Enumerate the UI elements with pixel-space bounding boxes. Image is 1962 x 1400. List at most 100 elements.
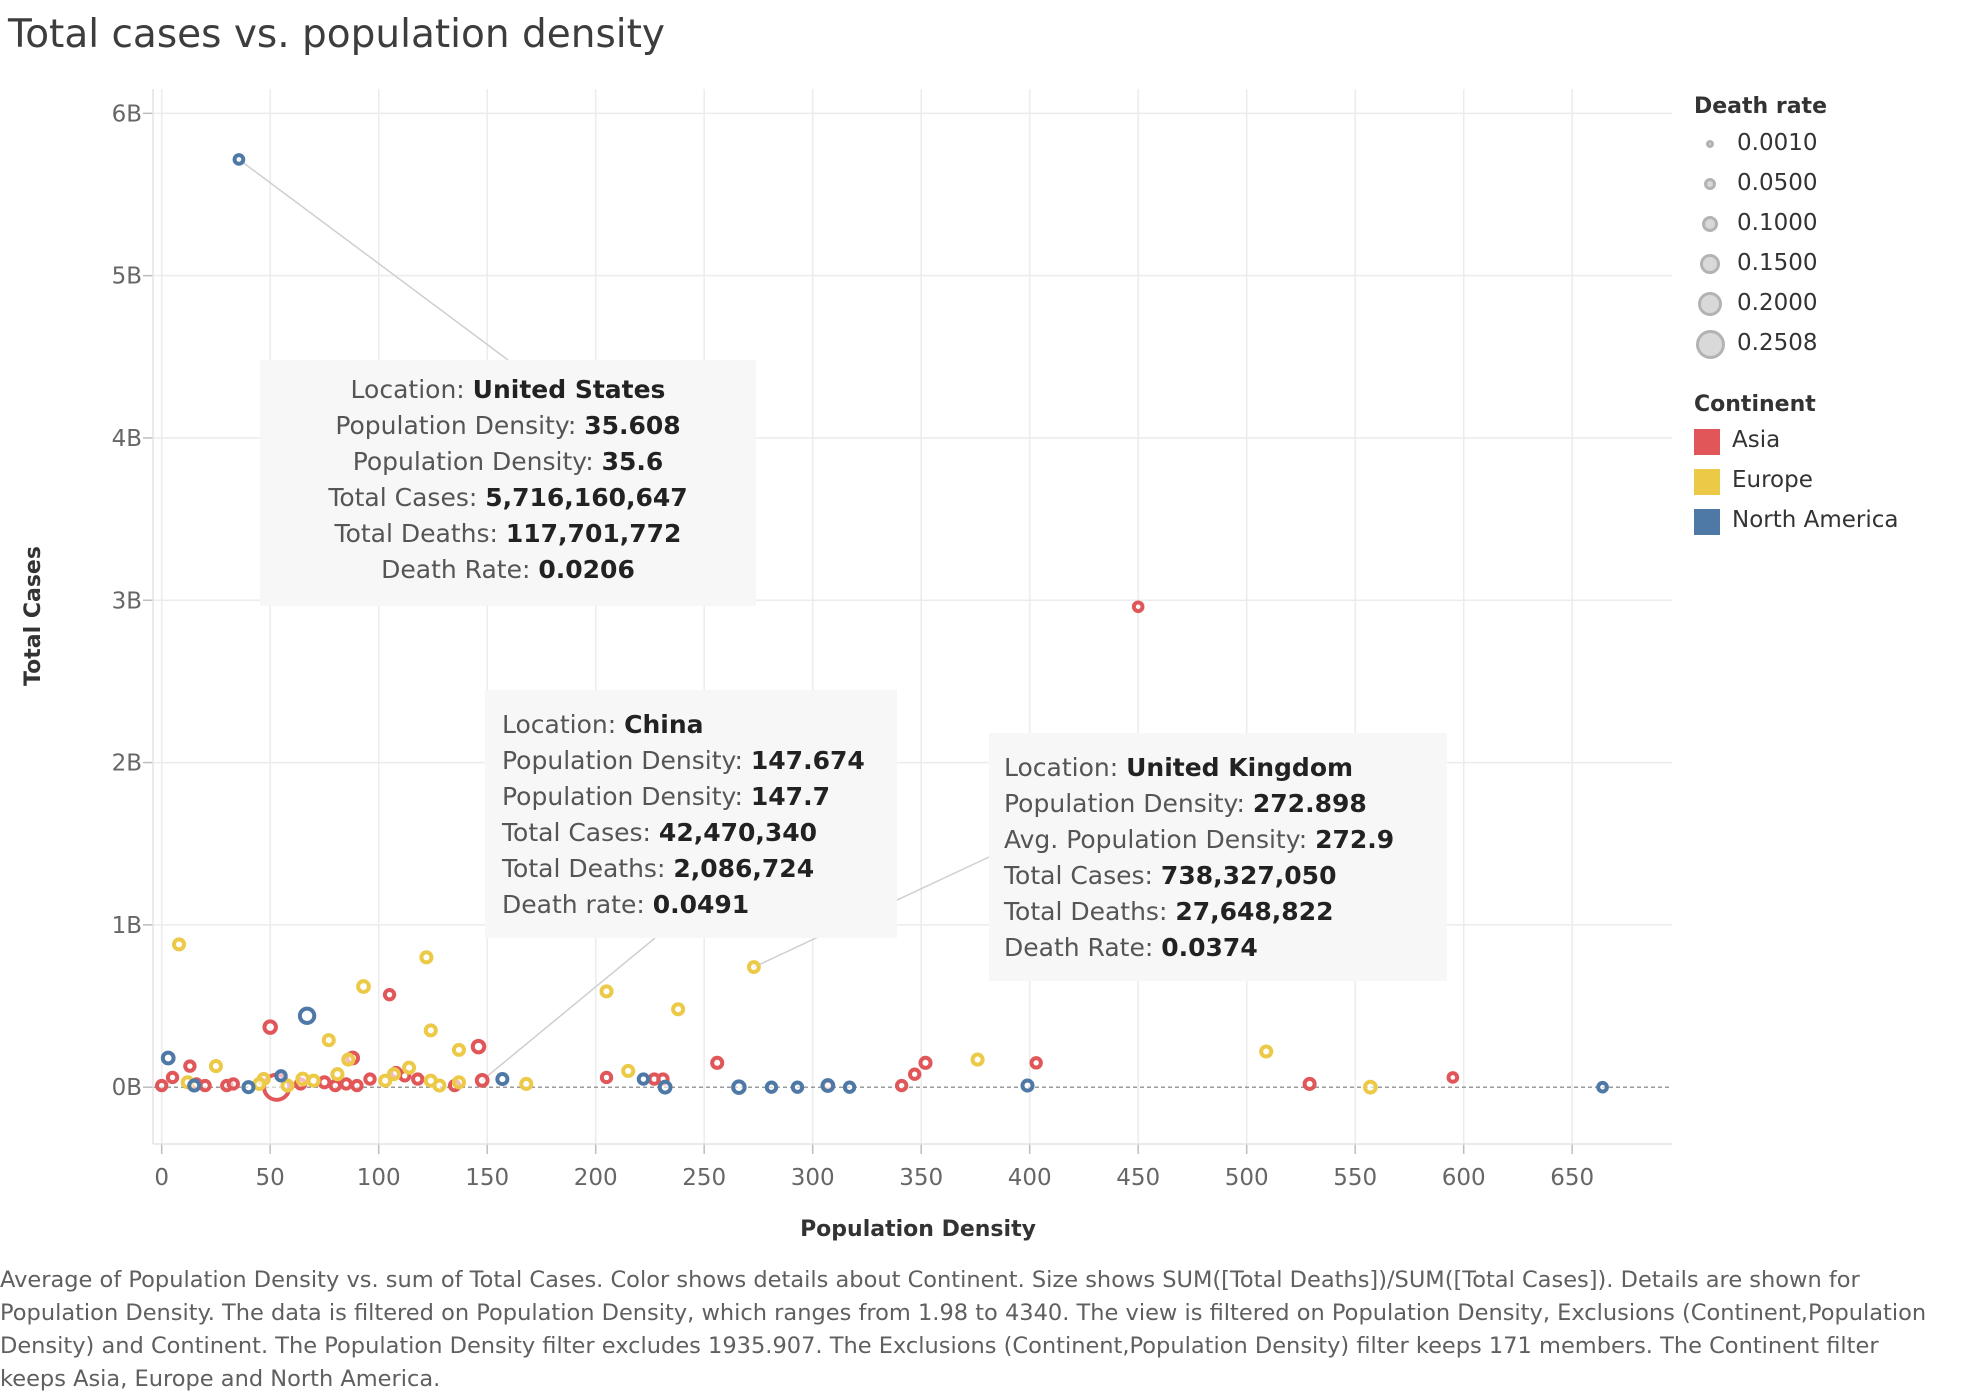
data-point-europe[interactable]	[378, 1073, 393, 1088]
data-point-north-america[interactable]	[790, 1080, 805, 1094]
data-point-asia[interactable]	[1446, 1071, 1460, 1084]
data-point-europe[interactable]	[280, 1078, 295, 1093]
data-point-north-america[interactable]	[241, 1080, 256, 1095]
data-point-europe[interactable]	[1362, 1079, 1378, 1095]
x-tick-label: 350	[899, 1165, 943, 1191]
data-point-europe[interactable]	[746, 960, 761, 975]
tooltip-row: Location: China	[502, 707, 897, 743]
data-point-europe[interactable]	[419, 950, 434, 965]
x-tick-label: 600	[1442, 1165, 1486, 1191]
data-point-europe[interactable]	[451, 1075, 467, 1090]
tooltip-field-label: Death rate:	[502, 890, 653, 919]
data-point-asia[interactable]	[710, 1055, 725, 1070]
x-tick-label: 300	[791, 1165, 835, 1191]
data-point-north-america[interactable]	[657, 1079, 673, 1095]
data-point-asia[interactable]	[918, 1055, 933, 1070]
data-point-north-america[interactable]	[274, 1069, 288, 1083]
data-point-north-america[interactable]	[1020, 1078, 1035, 1093]
data-point-europe[interactable]	[341, 1052, 356, 1067]
data-point-north-america[interactable]	[1596, 1080, 1609, 1094]
data-point-europe[interactable]	[321, 1033, 336, 1048]
data-point-europe[interactable]	[356, 979, 371, 994]
tooltip-row: Total Deaths: 117,701,772	[260, 516, 756, 552]
tooltip-field-label: Population Density:	[335, 411, 585, 440]
data-point-asia[interactable]	[226, 1077, 240, 1091]
chart-caption: Average of Population Density vs. sum of…	[0, 1267, 1927, 1392]
tooltip-field-value: United Kingdom	[1126, 753, 1354, 782]
data-point-north-america[interactable]	[495, 1072, 510, 1087]
data-point-asia[interactable]	[1131, 600, 1145, 614]
tooltip-china: Location: China Population Density: 147.6…	[485, 690, 897, 938]
data-point-asia[interactable]	[165, 1070, 180, 1085]
data-point-europe[interactable]	[599, 984, 614, 999]
size-legend-title: Death rate	[1694, 94, 1827, 119]
data-point-north-america[interactable]	[842, 1080, 857, 1094]
data-point-asia[interactable]	[1302, 1076, 1317, 1091]
data-point-asia[interactable]	[470, 1038, 487, 1055]
data-point-europe[interactable]	[386, 1067, 401, 1082]
data-point-europe[interactable]	[306, 1073, 321, 1088]
data-point-asia[interactable]	[317, 1075, 332, 1090]
data-point-asia[interactable]	[198, 1078, 212, 1093]
data-point-north-america[interactable]	[297, 1006, 317, 1025]
data-point-europe[interactable]	[970, 1052, 985, 1067]
tooltip-field-value: 35.608	[584, 411, 681, 440]
data-point-asia[interactable]	[894, 1078, 909, 1093]
size-legend-label: 0.0010	[1737, 130, 1818, 156]
data-point-asia[interactable]	[328, 1078, 342, 1093]
size-legend-label: 0.1500	[1737, 250, 1818, 276]
size-legend-label: 0.0500	[1737, 170, 1818, 196]
color-legend-swatch	[1694, 429, 1720, 455]
tooltip-row: Avg. Population Density: 272.9	[1004, 822, 1447, 858]
data-point-asia[interactable]	[474, 1073, 490, 1088]
y-tick-label: 6B	[112, 101, 142, 127]
data-point-north-america[interactable]	[232, 153, 246, 166]
data-point-europe[interactable]	[621, 1063, 636, 1079]
data-point-north-america[interactable]	[764, 1080, 779, 1094]
tooltip-field-label: Population Density:	[502, 782, 751, 811]
data-point-europe[interactable]	[451, 1042, 467, 1057]
data-point-europe[interactable]	[432, 1078, 447, 1093]
tooltip-row: Total Cases: 5,716,160,647	[260, 480, 756, 516]
size-legend-label: 0.2000	[1737, 290, 1818, 316]
data-point-asia[interactable]	[183, 1059, 197, 1073]
data-point-asia[interactable]	[363, 1072, 377, 1086]
data-point-asia[interactable]	[411, 1072, 425, 1086]
data-point-europe[interactable]	[519, 1076, 534, 1091]
data-point-asia[interactable]	[907, 1067, 922, 1081]
data-point-north-america[interactable]	[160, 1050, 176, 1066]
data-point-europe[interactable]	[671, 1002, 686, 1017]
data-point-asia[interactable]	[155, 1078, 169, 1093]
x-tick-label: 650	[1550, 1165, 1594, 1191]
data-point-north-america[interactable]	[820, 1078, 836, 1093]
data-point-asia[interactable]	[1029, 1056, 1043, 1070]
tooltip-field-value: 272.9	[1315, 825, 1395, 854]
annotation-line-us	[238, 158, 509, 361]
data-point-asia[interactable]	[382, 987, 397, 1002]
data-point-europe[interactable]	[330, 1067, 345, 1082]
data-point-europe[interactable]	[295, 1071, 311, 1087]
data-point-europe[interactable]	[1259, 1044, 1274, 1059]
x-tick-label: 200	[574, 1165, 618, 1191]
data-point-europe[interactable]	[423, 1023, 438, 1038]
tooltip-field-value: 147.674	[750, 746, 865, 775]
data-point-asia[interactable]	[350, 1078, 364, 1093]
tooltip-row: Total Deaths: 27,648,822	[1004, 894, 1447, 930]
data-point-north-america[interactable]	[187, 1078, 202, 1093]
data-point-europe[interactable]	[252, 1076, 267, 1091]
data-point-asia[interactable]	[262, 1019, 278, 1035]
data-point-north-america[interactable]	[731, 1079, 747, 1095]
data-point-north-america[interactable]	[636, 1072, 651, 1086]
tooltip-field-label: Population Density:	[502, 746, 751, 775]
tooltip-row: Population Density: 147.7	[502, 779, 897, 815]
data-point-europe[interactable]	[172, 937, 187, 952]
tooltip-united-kingdom: Location: United Kingdom Population Densi…	[989, 733, 1447, 981]
tooltip-field-label: Location:	[350, 375, 473, 404]
data-point-asia[interactable]	[339, 1077, 353, 1091]
data-point-europe[interactable]	[402, 1060, 417, 1075]
data-point-europe[interactable]	[208, 1059, 223, 1074]
data-point-asia[interactable]	[599, 1070, 614, 1085]
size-legend-label: 0.1000	[1737, 210, 1818, 236]
size-legend-marker	[1706, 140, 1714, 148]
y-tick-label: 3B	[112, 588, 142, 614]
